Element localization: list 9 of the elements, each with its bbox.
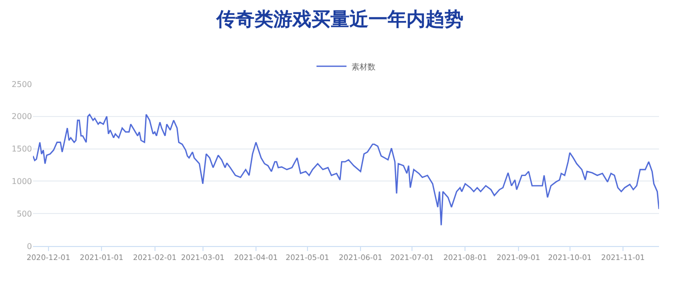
chart-title: 传奇类游戏买量近一年内趋势	[216, 8, 464, 31]
y-tick-label: 1000	[12, 177, 32, 186]
y-tick-label: 2000	[12, 112, 32, 122]
y-tick-label: 0	[26, 242, 32, 251]
y-tick-label: 500	[16, 209, 32, 218]
y-tick-label: 1500	[12, 144, 32, 154]
y-tick-label: 2500	[12, 80, 32, 89]
line-series	[33, 114, 659, 226]
legend-label: 素材数	[352, 62, 376, 72]
